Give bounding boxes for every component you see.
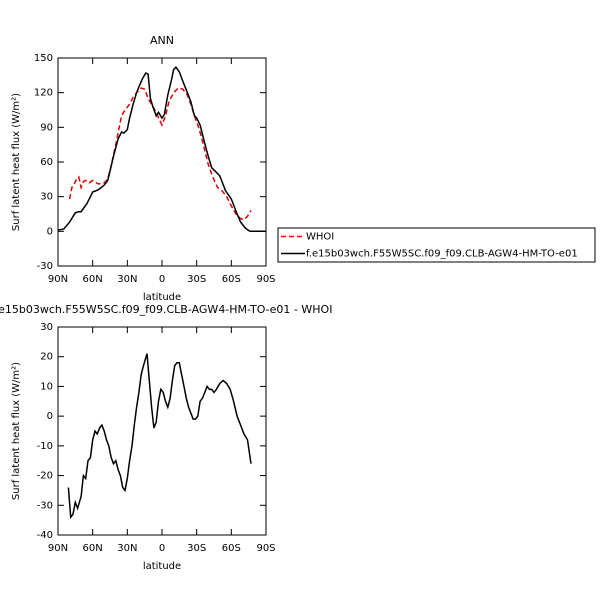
chart-title: ANN	[150, 34, 174, 47]
y-tick-label: -30	[37, 261, 53, 272]
y-tick-label: 10	[40, 381, 53, 392]
x-tick-label: 30S	[187, 543, 206, 554]
x-tick-label: 90S	[256, 543, 275, 554]
y-tick-label: -30	[37, 500, 53, 511]
x-tick-label: 30S	[187, 274, 206, 285]
x-axis-label: latitude	[143, 561, 181, 572]
x-axis-label: latitude	[143, 292, 181, 303]
legend-box	[277, 227, 596, 263]
x-tick-label: 90S	[256, 274, 275, 285]
y-tick-label: 30	[40, 192, 53, 203]
plot-frame	[57, 57, 267, 267]
legend-label: WHOI	[306, 232, 334, 243]
x-tick-label: 90N	[48, 274, 68, 285]
y-tick-label: 150	[34, 53, 53, 64]
chart-title: f.e15b03wch.F55W5SC.f09_f09.CLB-AGW4-HM-…	[0, 303, 332, 316]
x-tick-label: 30N	[117, 543, 137, 554]
plot-frame	[57, 326, 267, 536]
y-tick-label: 60	[40, 157, 53, 168]
legend-label: f.e15b03wch.F55W5SC.f09_f09.CLB-AGW4-HM-…	[306, 249, 578, 260]
data-line	[68, 87, 252, 221]
data-line	[57, 66, 266, 233]
y-tick-label: -10	[37, 441, 53, 452]
x-tick-label: 90N	[48, 543, 68, 554]
x-tick-label: 60N	[83, 543, 103, 554]
y-tick-label: 0	[47, 411, 53, 422]
data-line	[67, 353, 252, 520]
y-axis-label: Surf latent heat flux (W/m²)	[11, 93, 22, 231]
x-tick-label: 60N	[83, 274, 103, 285]
y-tick-label: -40	[37, 530, 53, 541]
y-tick-label: -20	[37, 471, 53, 482]
x-tick-label: 60S	[222, 274, 241, 285]
y-tick-label: 30	[40, 322, 53, 333]
y-tick-label: 90	[40, 122, 53, 133]
x-tick-label: 0	[159, 274, 165, 285]
y-tick-label: 0	[47, 226, 53, 237]
y-axis-label: Surf latent heat flux (W/m²)	[11, 362, 22, 500]
x-tick-label: 30N	[117, 274, 137, 285]
x-tick-label: 0	[159, 543, 165, 554]
y-tick-label: 20	[40, 352, 53, 363]
x-tick-label: 60S	[222, 543, 241, 554]
y-tick-label: 120	[34, 88, 53, 99]
